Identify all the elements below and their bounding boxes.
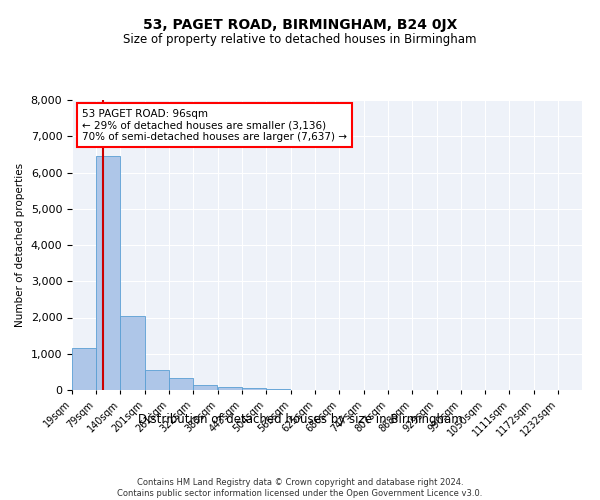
Bar (96, 156, 120, 390)
Bar (242, 388, 266, 390)
Text: Distribution of detached houses by size in Birmingham: Distribution of detached houses by size … (137, 412, 463, 426)
Bar (193, 386, 217, 390)
Bar (72, 348, 96, 390)
Bar (169, 378, 193, 390)
Text: Contains HM Land Registry data © Crown copyright and database right 2024.
Contai: Contains HM Land Registry data © Crown c… (118, 478, 482, 498)
Bar (121, 316, 145, 390)
Text: 53 PAGET ROAD: 96sqm
← 29% of detached houses are smaller (3,136)
70% of semi-de: 53 PAGET ROAD: 96sqm ← 29% of detached h… (82, 108, 347, 142)
Bar (218, 388, 242, 390)
Text: 53, PAGET ROAD, BIRMINGHAM, B24 0JX: 53, PAGET ROAD, BIRMINGHAM, B24 0JX (143, 18, 457, 32)
Bar (145, 370, 169, 390)
Y-axis label: Number of detached properties: Number of detached properties (15, 163, 25, 327)
Text: Size of property relative to detached houses in Birmingham: Size of property relative to detached ho… (123, 32, 477, 46)
